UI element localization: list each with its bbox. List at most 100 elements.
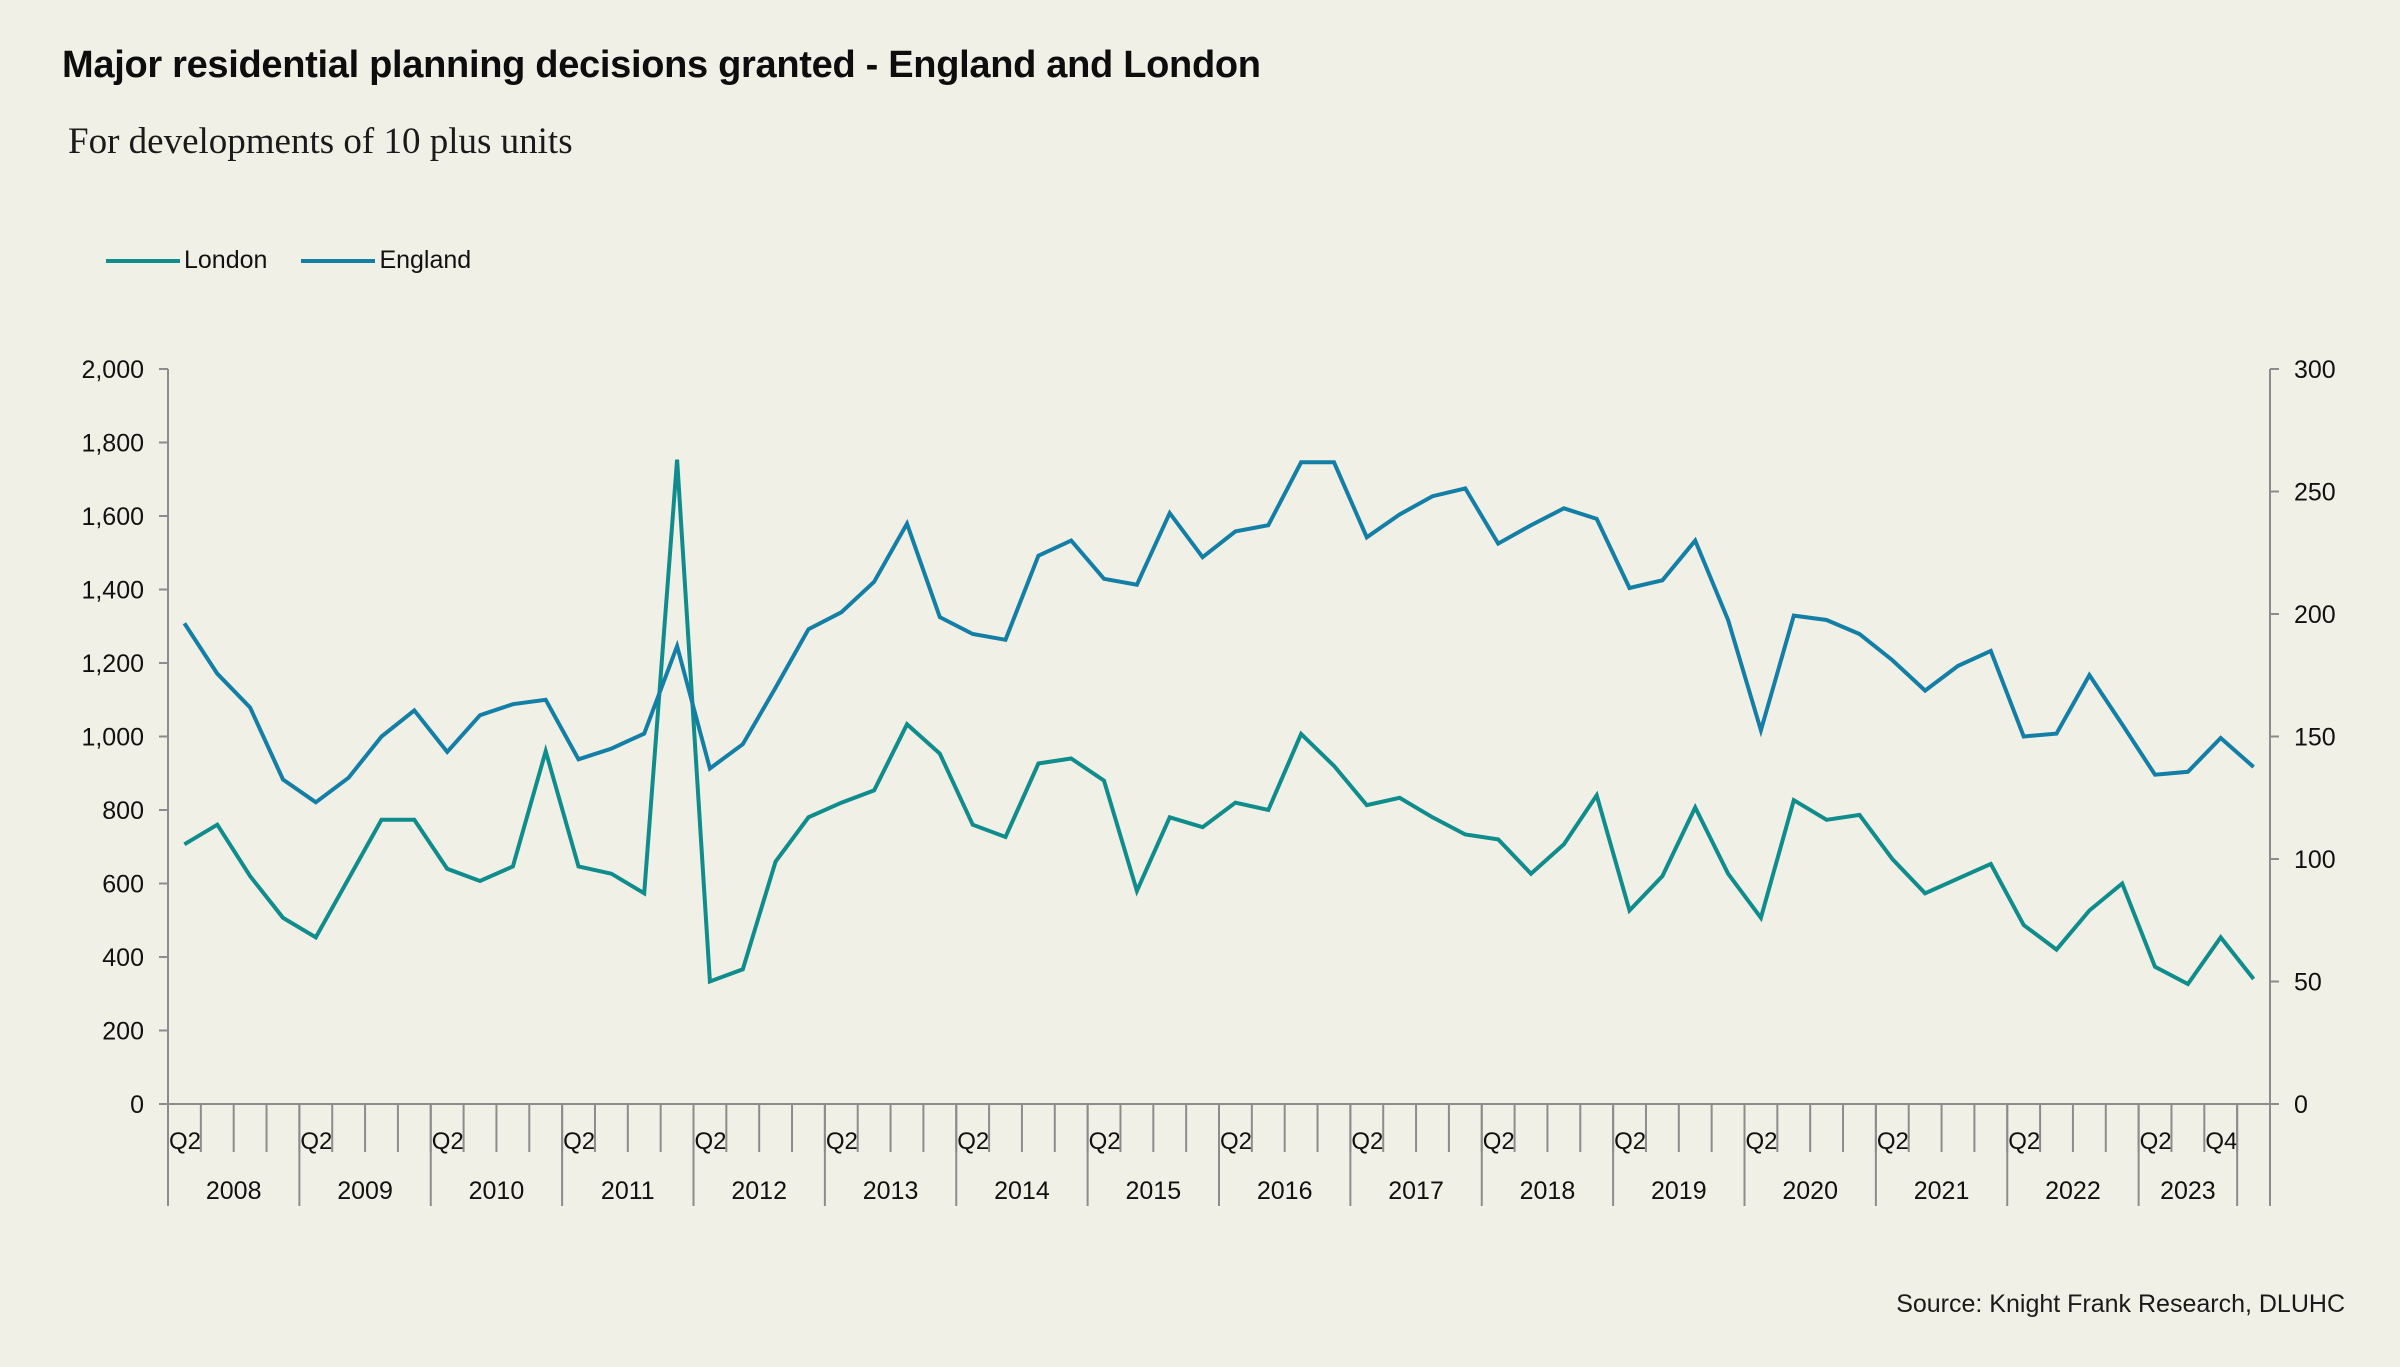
right-axis-tick-label: 250	[2294, 479, 2336, 507]
data-point-england	[1201, 555, 1205, 559]
data-point-england	[609, 747, 613, 751]
data-point-england	[1857, 632, 1861, 636]
data-point-england	[741, 742, 745, 746]
data-point-england	[1562, 506, 1566, 510]
data-point-england	[248, 705, 252, 709]
x-year-label: 2019	[1651, 1177, 1707, 1205]
left-axis-tick-label: 600	[102, 871, 144, 899]
legend-swatch-england	[301, 258, 376, 263]
data-point-london	[1792, 798, 1796, 802]
data-point-england	[1693, 539, 1697, 543]
data-point-london	[905, 722, 909, 726]
data-point-england	[215, 672, 219, 676]
data-point-england	[281, 777, 285, 781]
data-point-england	[2219, 736, 2223, 740]
chart-subtitle: For developments of 10 plus units	[68, 121, 573, 162]
x-quarter-label: Q2	[1746, 1128, 1778, 1155]
data-point-london	[1628, 908, 1632, 912]
legend-label-england: England	[379, 246, 472, 274]
data-point-england	[1759, 728, 1763, 732]
data-point-london	[1069, 757, 1073, 761]
x-year-label: 2016	[1257, 1177, 1313, 1205]
x-year-label: 2014	[994, 1177, 1050, 1205]
data-point-england	[2153, 773, 2157, 777]
x-year-label: 2020	[1782, 1177, 1838, 1205]
data-point-london	[1004, 835, 1008, 839]
data-point-england	[971, 632, 975, 636]
x-quarter-label: Q2	[826, 1128, 858, 1155]
data-point-england	[511, 702, 515, 706]
data-point-london	[2055, 948, 2059, 952]
data-point-london	[1430, 815, 1434, 819]
legend-label-london: London	[184, 246, 268, 274]
data-point-england	[1660, 578, 1664, 582]
left-axis-tick-label: 0	[130, 1091, 144, 1119]
series-line-london	[183, 459, 2256, 987]
right-axis-tick-label: 0	[2294, 1091, 2308, 1119]
data-point-england	[1299, 460, 1303, 464]
data-point-england	[445, 750, 449, 754]
x-year-label: 2023	[2160, 1177, 2216, 1205]
x-quarter-label: Q4	[2205, 1128, 2237, 1155]
data-point-london	[1266, 808, 1270, 812]
data-point-england	[1792, 614, 1796, 618]
x-year-label: 2009	[337, 1177, 393, 1205]
x-quarter-label: Q2	[432, 1128, 464, 1155]
data-point-london	[412, 818, 416, 822]
x-year-label: 2011	[601, 1177, 655, 1205]
data-point-london	[2219, 935, 2223, 939]
chart-title: Major residential planning decisions gra…	[62, 44, 1261, 86]
x-quarter-label: Q2	[1877, 1128, 1909, 1155]
data-point-london	[1233, 801, 1237, 805]
x-year-label: 2018	[1520, 1177, 1576, 1205]
x-year-label: 2008	[206, 1177, 262, 1205]
data-point-england	[1430, 494, 1434, 498]
data-point-london	[445, 867, 449, 871]
data-point-london	[1595, 793, 1599, 797]
data-point-london	[248, 874, 252, 878]
data-point-england	[1463, 486, 1467, 490]
x-quarter-label: Q2	[957, 1128, 989, 1155]
data-point-england	[774, 686, 778, 690]
left-axis-tick-label: 1,000	[81, 724, 144, 752]
data-point-london	[314, 935, 318, 939]
left-axis-tick-label: 400	[102, 944, 144, 972]
right-axis-tick-label: 50	[2294, 969, 2322, 997]
left-axis-tick-label: 1,800	[81, 430, 144, 458]
data-point-england	[938, 615, 942, 619]
data-point-england	[347, 776, 351, 780]
data-point-london	[1135, 889, 1139, 893]
data-point-england	[2186, 770, 2190, 774]
x-quarter-label: Q2	[2008, 1128, 2040, 1155]
left-axis-tick-label: 1,600	[81, 503, 144, 531]
data-point-london	[1496, 837, 1500, 841]
data-point-england	[577, 757, 581, 761]
x-quarter-label: Q2	[2140, 1128, 2172, 1155]
data-point-london	[1562, 842, 1566, 846]
data-point-london	[1825, 818, 1829, 822]
data-point-england	[544, 698, 548, 702]
left-axis-tick-label: 1,200	[81, 650, 144, 678]
left-axis-tick-label: 800	[102, 797, 144, 825]
data-point-london	[577, 864, 581, 868]
data-point-london	[1726, 872, 1730, 876]
x-quarter-label: Q2	[1483, 1128, 1515, 1155]
data-point-england	[1956, 664, 1960, 668]
data-point-london	[215, 823, 219, 827]
data-point-london	[1463, 833, 1467, 837]
data-point-london	[2153, 965, 2157, 969]
x-quarter-label: Q2	[1220, 1128, 1252, 1155]
data-point-england	[314, 800, 318, 804]
data-point-england	[1628, 586, 1632, 590]
data-point-london	[1693, 806, 1697, 810]
data-point-england	[1398, 513, 1402, 517]
data-point-england	[1595, 517, 1599, 521]
data-point-england	[1825, 618, 1829, 622]
data-point-london	[347, 877, 351, 881]
data-point-london	[182, 842, 186, 846]
data-point-london	[478, 879, 482, 883]
right-axis-tick-label: 100	[2294, 846, 2336, 874]
data-point-london	[511, 864, 515, 868]
data-point-london	[544, 749, 548, 753]
